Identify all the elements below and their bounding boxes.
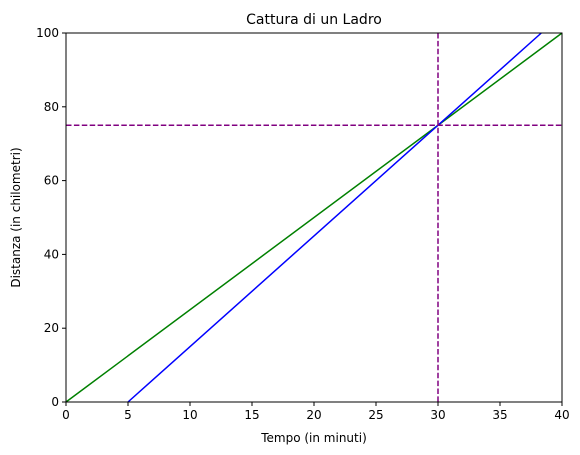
y-axis: 0 20 40 60 80 100 bbox=[36, 26, 66, 409]
y-tick-label: 100 bbox=[36, 26, 59, 40]
x-tick-label: 20 bbox=[306, 408, 321, 422]
x-tick-label: 10 bbox=[182, 408, 197, 422]
series-line-1 bbox=[65, 32, 563, 403]
series-line-2 bbox=[127, 32, 542, 403]
reference-lines bbox=[66, 33, 562, 402]
x-axis: 0 5 10 15 20 25 30 35 40 bbox=[62, 402, 570, 422]
y-tick-label: 0 bbox=[51, 395, 59, 409]
chart-title: Cattura di un Ladro bbox=[246, 12, 382, 28]
series-layer bbox=[65, 32, 563, 403]
x-tick-label: 30 bbox=[430, 408, 445, 422]
x-axis-title: Tempo (in minuti) bbox=[260, 431, 367, 445]
y-tick-label: 80 bbox=[44, 100, 59, 114]
x-tick-label: 15 bbox=[244, 408, 259, 422]
x-tick-label: 25 bbox=[368, 408, 383, 422]
x-tick-label: 0 bbox=[62, 408, 70, 422]
x-tick-label: 40 bbox=[554, 408, 569, 422]
plot-area bbox=[65, 32, 563, 403]
x-tick-label: 5 bbox=[124, 408, 132, 422]
y-axis-title: Distanza (in chilometri) bbox=[9, 147, 23, 287]
y-tick-label: 60 bbox=[44, 174, 59, 188]
y-tick-label: 20 bbox=[44, 321, 59, 335]
x-tick-label: 35 bbox=[492, 408, 507, 422]
y-tick-label: 40 bbox=[44, 247, 59, 261]
